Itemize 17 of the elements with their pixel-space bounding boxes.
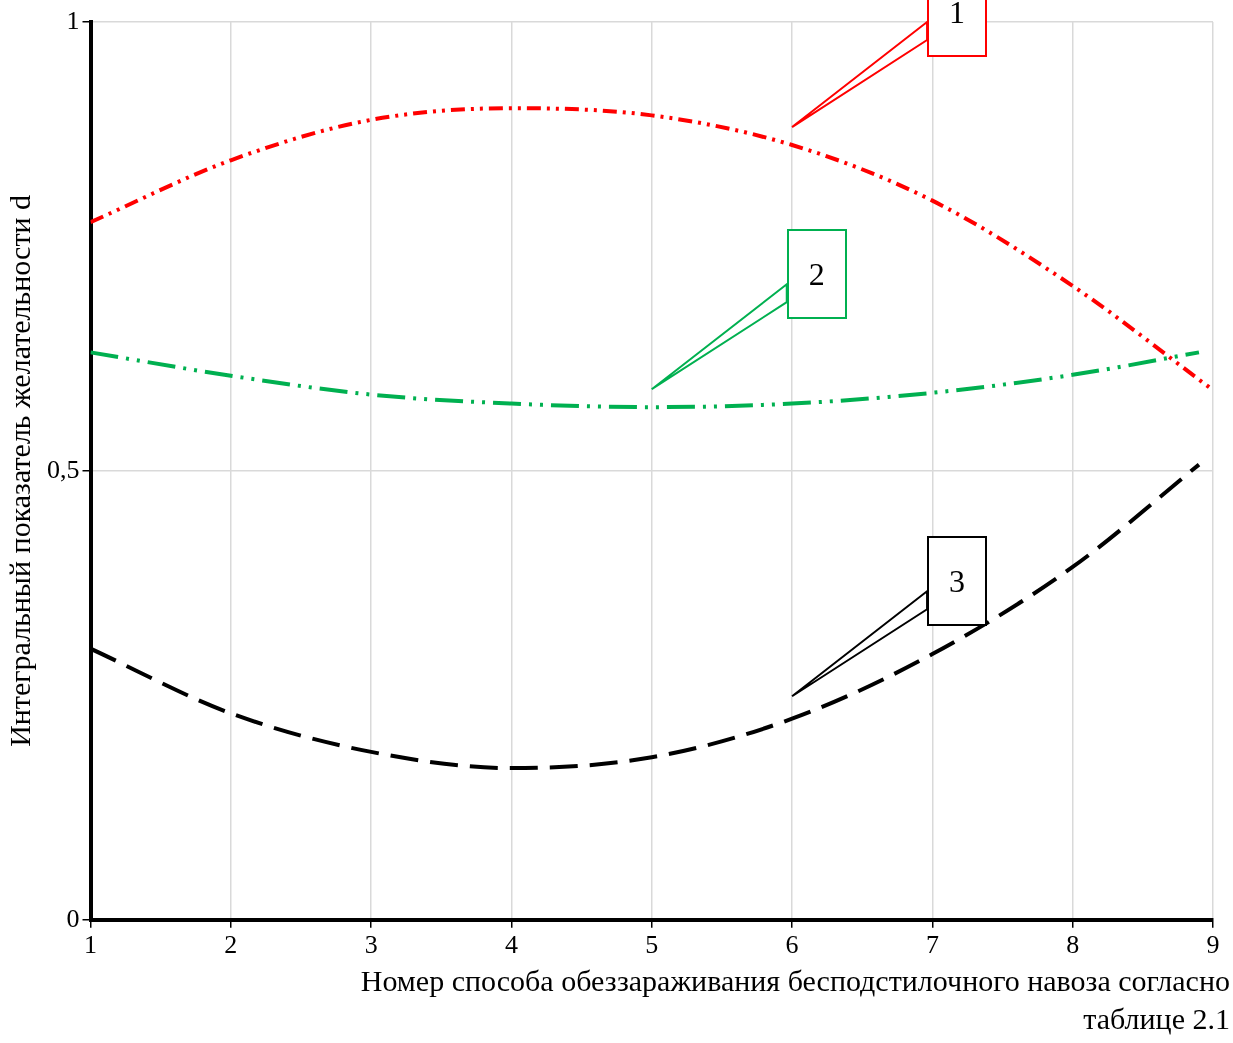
x-tick-label: 2 [224, 930, 238, 960]
annotation: 3 [927, 536, 988, 627]
line-series [90, 350, 1201, 410]
x-tick-label: 7 [925, 930, 939, 960]
x-tick-label: 4 [504, 930, 518, 960]
x-tick-label: 3 [364, 930, 378, 960]
x-tick-label: 8 [1066, 930, 1080, 960]
y-tick-label: 0 [66, 903, 80, 933]
y-axis-title: Интегральный показатель желательности d [2, 194, 36, 747]
annotation: 1 [927, 0, 988, 58]
y-tick-label: 1 [66, 5, 80, 35]
y-tick-label: 0,5 [47, 454, 80, 484]
annotation: 2 [786, 229, 847, 320]
x-tick-label: 6 [785, 930, 799, 960]
x-tick-label: 9 [1206, 930, 1220, 960]
x-tick-label: 5 [645, 930, 659, 960]
x-axis-title: Номер способа обеззараживания бесподстилочного навоза согласно таблице 2.1 [359, 963, 1230, 1037]
